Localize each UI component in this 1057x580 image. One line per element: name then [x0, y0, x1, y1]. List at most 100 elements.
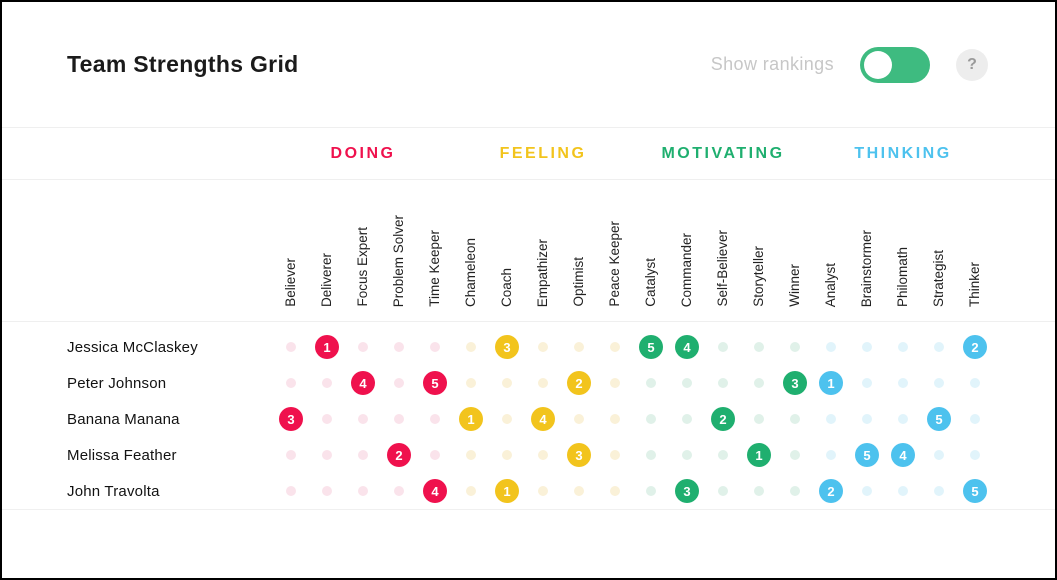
grid-cell — [669, 378, 705, 388]
strength-dot — [934, 450, 944, 460]
grid-cell: 5 — [417, 371, 453, 395]
help-button[interactable]: ? — [956, 48, 988, 81]
strength-dot — [790, 486, 800, 496]
grid-cell — [669, 450, 705, 460]
grid-cell: 1 — [453, 407, 489, 431]
grid-cell — [561, 486, 597, 496]
strength-dot — [862, 414, 872, 424]
grid-cell: 2 — [705, 407, 741, 431]
strength-dot — [790, 342, 800, 352]
grid-cell — [633, 414, 669, 424]
grid-cell — [273, 378, 309, 388]
grid-cell — [489, 378, 525, 388]
grid-cell — [597, 378, 633, 388]
strength-dot — [718, 378, 728, 388]
strength-dot — [286, 486, 296, 496]
strength-dot — [970, 378, 980, 388]
strength-dot — [466, 486, 476, 496]
grid-cell — [741, 378, 777, 388]
grid-cell — [309, 378, 345, 388]
strength-dot — [394, 378, 404, 388]
grid-cell — [813, 342, 849, 352]
grid-cell — [741, 414, 777, 424]
strength-dot — [718, 450, 728, 460]
toggle-knob-icon — [864, 50, 892, 79]
grid-cell — [597, 342, 633, 352]
strength-dot — [358, 450, 368, 460]
strength-dot — [502, 450, 512, 460]
column-header-cell: Analyst — [813, 180, 849, 321]
ranking-badge: 5 — [855, 443, 879, 467]
person-name: Banana Manana — [67, 410, 180, 428]
grid-cell — [633, 450, 669, 460]
strength-dot — [466, 378, 476, 388]
ranking-badge: 2 — [963, 335, 987, 359]
column-header-cell: Deliverer — [309, 180, 345, 321]
grid-cell: 4 — [669, 335, 705, 359]
grid-cell — [417, 342, 453, 352]
grid-cell: 2 — [561, 371, 597, 395]
column-label: Philomath — [895, 246, 911, 307]
strength-dot — [682, 378, 692, 388]
strength-dot — [358, 414, 368, 424]
column-header-cell: Catalyst — [633, 180, 669, 321]
category-header-thinking: THINKING — [854, 144, 952, 162]
grid-cell: 5 — [849, 443, 885, 467]
strength-dot — [898, 486, 908, 496]
grid-cell — [921, 486, 957, 496]
strength-dot — [790, 414, 800, 424]
table-row: John Travolta 4 1 3 2 5 — [2, 473, 1055, 509]
grid-cell — [597, 414, 633, 424]
strength-dot — [754, 486, 764, 496]
strength-dot — [538, 342, 548, 352]
grid-cell — [273, 486, 309, 496]
grid-cell — [381, 342, 417, 352]
strength-dot — [322, 450, 332, 460]
column-header-cell: Philomath — [885, 180, 921, 321]
strength-dot — [538, 378, 548, 388]
grid-cell — [345, 450, 381, 460]
strength-dot — [502, 414, 512, 424]
person-name: Jessica McClaskey — [67, 338, 198, 356]
ranking-badge: 3 — [675, 479, 699, 503]
grid-cell — [849, 342, 885, 352]
show-rankings-toggle[interactable] — [860, 46, 930, 83]
strength-dot — [610, 342, 620, 352]
person-name: Melissa Feather — [67, 446, 177, 464]
strength-dot — [934, 378, 944, 388]
grid-cell — [345, 414, 381, 424]
ranking-badge: 2 — [567, 371, 591, 395]
ranking-badge: 4 — [675, 335, 699, 359]
strength-dot — [430, 414, 440, 424]
grid-cell: 4 — [885, 443, 921, 467]
grid-cell: 4 — [417, 479, 453, 503]
strength-dot — [646, 486, 656, 496]
strength-dot — [754, 378, 764, 388]
grid-cell — [489, 450, 525, 460]
column-header-cell: Coach — [489, 180, 525, 321]
grid-cell — [705, 450, 741, 460]
grid-cell: 4 — [345, 371, 381, 395]
ranking-badge: 4 — [531, 407, 555, 431]
strength-dot — [610, 378, 620, 388]
grid-cell — [741, 342, 777, 352]
ranking-badge: 1 — [747, 443, 771, 467]
column-header-cell: Commander — [669, 180, 705, 321]
grid-cell — [273, 342, 309, 352]
grid-cell — [525, 486, 561, 496]
grid-cell — [921, 342, 957, 352]
column-label: Believer — [283, 258, 299, 307]
strength-dot — [646, 450, 656, 460]
column-header-cell: Time Keeper — [417, 180, 453, 321]
grid-cell — [309, 486, 345, 496]
grid-cell — [417, 414, 453, 424]
ranking-badge: 3 — [279, 407, 303, 431]
ranking-badge: 4 — [891, 443, 915, 467]
grid-cell — [921, 450, 957, 460]
strength-dot — [394, 414, 404, 424]
strength-dot — [286, 342, 296, 352]
strength-dot — [394, 486, 404, 496]
strength-dot — [538, 450, 548, 460]
grid-cell — [345, 486, 381, 496]
grid-cell — [777, 486, 813, 496]
